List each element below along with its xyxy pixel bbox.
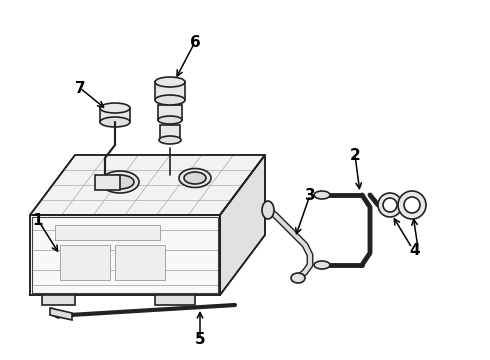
Polygon shape xyxy=(60,245,110,280)
Polygon shape xyxy=(55,225,160,240)
Ellipse shape xyxy=(106,175,134,189)
Polygon shape xyxy=(95,175,120,190)
Ellipse shape xyxy=(184,172,206,184)
Text: 3: 3 xyxy=(305,188,315,202)
Ellipse shape xyxy=(159,136,181,144)
Text: 1: 1 xyxy=(33,212,43,228)
Circle shape xyxy=(404,197,420,213)
Polygon shape xyxy=(220,155,265,295)
Polygon shape xyxy=(50,308,72,320)
Polygon shape xyxy=(155,82,185,100)
Polygon shape xyxy=(155,295,195,305)
Text: 6: 6 xyxy=(190,35,200,50)
Circle shape xyxy=(383,198,397,212)
Polygon shape xyxy=(160,125,180,140)
Ellipse shape xyxy=(100,103,130,113)
Text: 4: 4 xyxy=(410,243,420,257)
Ellipse shape xyxy=(179,168,211,188)
Text: 7: 7 xyxy=(74,81,85,95)
Text: 2: 2 xyxy=(350,148,360,162)
Ellipse shape xyxy=(314,191,330,199)
Polygon shape xyxy=(100,108,130,122)
Ellipse shape xyxy=(100,117,130,127)
Ellipse shape xyxy=(291,273,305,283)
Polygon shape xyxy=(158,105,182,120)
Polygon shape xyxy=(30,215,220,295)
Ellipse shape xyxy=(314,261,330,269)
Polygon shape xyxy=(115,245,165,280)
Polygon shape xyxy=(30,155,265,215)
Circle shape xyxy=(398,191,426,219)
Ellipse shape xyxy=(155,95,185,105)
Polygon shape xyxy=(42,295,75,305)
Text: 5: 5 xyxy=(195,333,205,347)
Ellipse shape xyxy=(158,116,182,124)
Ellipse shape xyxy=(101,171,139,193)
Circle shape xyxy=(378,193,402,217)
Ellipse shape xyxy=(155,77,185,87)
Ellipse shape xyxy=(262,201,274,219)
